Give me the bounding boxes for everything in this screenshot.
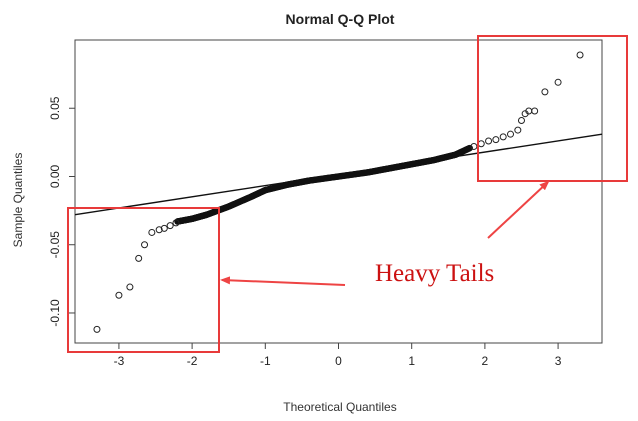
y-tick-label: -0.05 — [48, 231, 62, 259]
tail-point — [531, 107, 539, 115]
tail-point — [541, 88, 549, 96]
tail-points — [93, 51, 584, 333]
tail-point — [492, 136, 500, 144]
x-tick-label: -1 — [260, 354, 271, 368]
tail-point — [115, 291, 123, 299]
tail-point — [148, 228, 156, 236]
x-tick-label: 1 — [408, 354, 415, 368]
upper-tail-arrow — [487, 180, 550, 239]
heavy-tails-annotation: Heavy Tails — [375, 260, 494, 287]
y-tick-label: -0.10 — [48, 299, 62, 327]
x-axis: -3 -2 -1 0 1 2 3 — [114, 343, 562, 368]
tail-point — [93, 325, 101, 333]
tail-point — [499, 133, 507, 141]
chart-title: Normal Q-Q Plot — [286, 11, 395, 27]
tail-point — [517, 117, 525, 125]
y-tick-label: 0.05 — [48, 96, 62, 120]
tail-point — [160, 224, 168, 232]
lower-tail-arrow — [220, 276, 346, 286]
x-axis-label: Theoretical Quantiles — [283, 400, 396, 414]
x-tick-label: 0 — [335, 354, 342, 368]
tail-point — [485, 137, 493, 145]
tail-point — [576, 51, 584, 59]
tail-point — [135, 254, 143, 262]
lower-tail-box — [67, 207, 220, 353]
tail-point — [514, 126, 522, 134]
upper-tail-box — [477, 35, 628, 182]
tail-point — [141, 241, 149, 249]
tail-point — [126, 283, 134, 291]
tail-point — [507, 130, 515, 138]
x-tick-label: 3 — [555, 354, 562, 368]
x-tick-label: -2 — [187, 354, 198, 368]
x-tick-label: 2 — [482, 354, 489, 368]
plot-frame — [74, 39, 603, 344]
tail-point — [554, 78, 562, 86]
x-tick-label: -3 — [114, 354, 125, 368]
body-point — [466, 144, 473, 152]
reference-line — [74, 133, 603, 216]
tail-point — [470, 142, 478, 150]
tail-point — [155, 226, 163, 234]
tail-point — [172, 219, 180, 227]
tail-point — [477, 140, 485, 148]
tail-point — [166, 222, 174, 230]
y-axis: -0.10 -0.05 0.00 0.05 — [48, 96, 75, 327]
y-tick-label: 0.00 — [48, 164, 62, 188]
y-axis-label: Sample Quantiles — [11, 153, 25, 248]
